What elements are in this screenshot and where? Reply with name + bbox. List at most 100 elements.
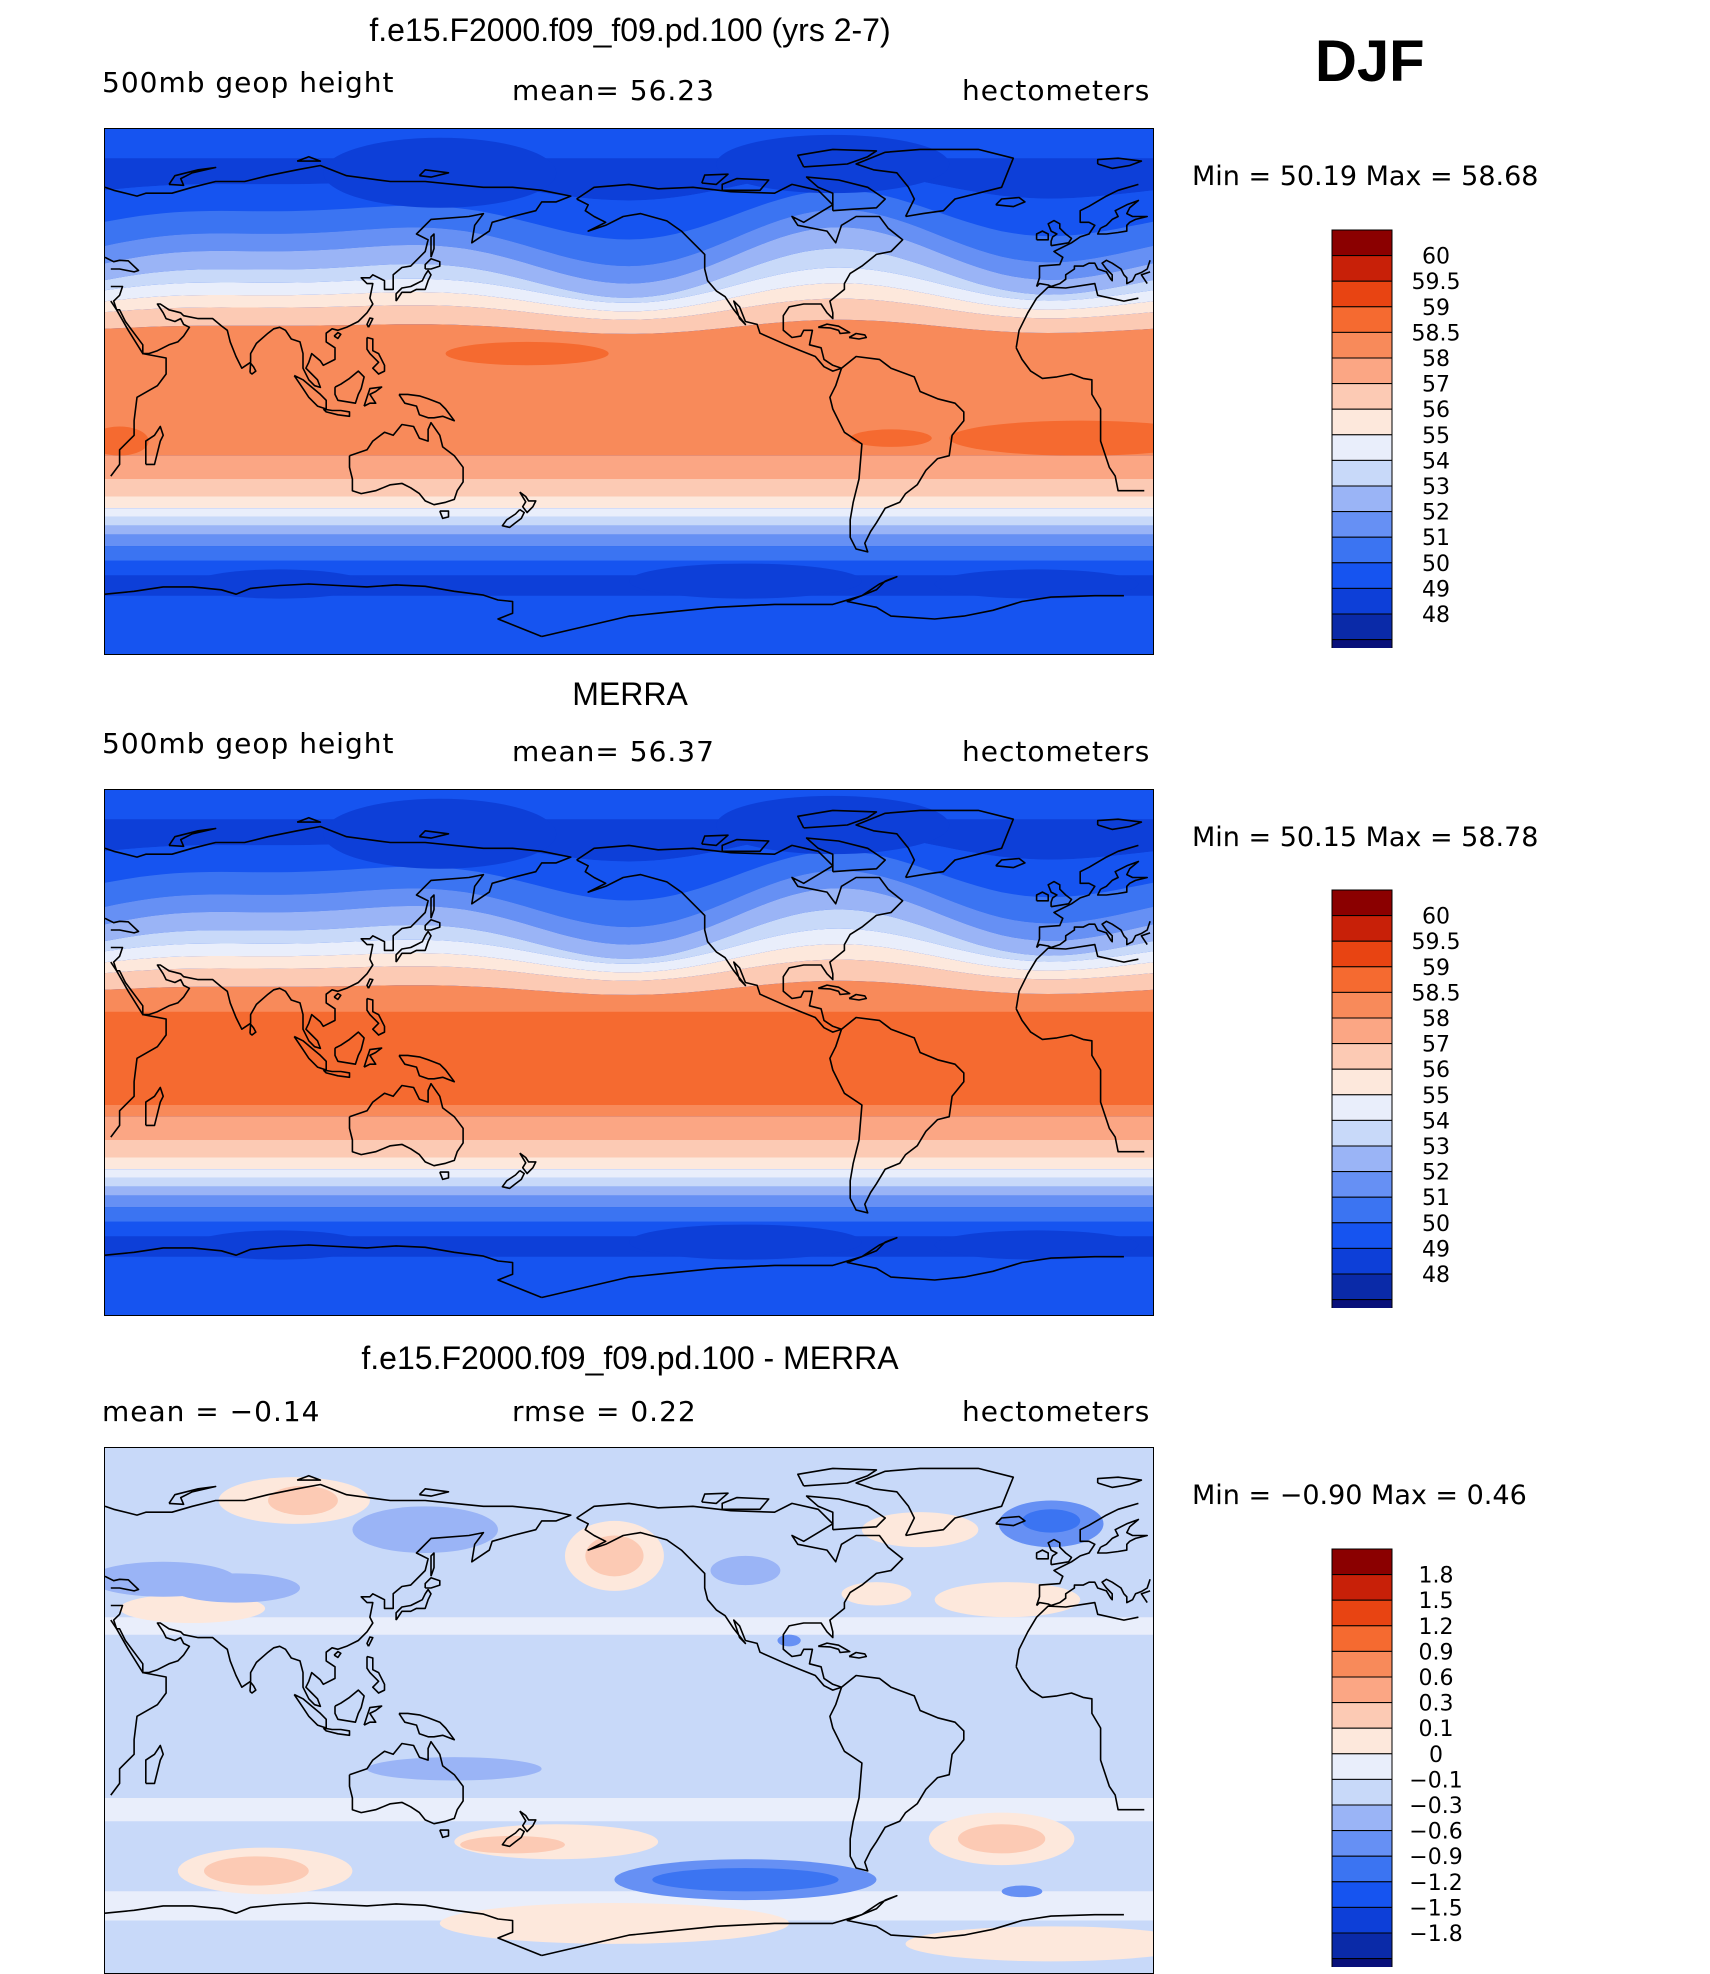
contour-blob xyxy=(323,798,557,869)
legend-swatch xyxy=(1331,1804,1393,1832)
contour-band xyxy=(105,209,1153,284)
coastline xyxy=(333,1650,342,1659)
legend-swatch xyxy=(1331,1753,1393,1780)
legend-swatch xyxy=(1331,331,1393,359)
coastline xyxy=(1035,891,1049,902)
contour-blob xyxy=(861,1512,979,1548)
contour-blob xyxy=(652,1868,839,1892)
coastline xyxy=(721,838,770,853)
coastline xyxy=(322,408,351,418)
contour-blob xyxy=(850,429,932,447)
legend-label: −1.8 xyxy=(1409,1922,1462,1947)
coastline xyxy=(439,1829,450,1839)
contour-band xyxy=(105,267,1153,312)
panel-title-model: f.e15.F2000.f09_f09.pd.100 (yrs 2-7) xyxy=(369,12,891,48)
legend-swatch xyxy=(1331,1273,1393,1301)
legend-swatch xyxy=(1331,915,1393,942)
legend-label: 55 xyxy=(1422,1084,1450,1109)
contour-band xyxy=(105,546,1153,561)
coastline xyxy=(105,1902,542,1957)
coastline xyxy=(366,997,386,1036)
legend-swatch xyxy=(1331,485,1393,513)
coastline xyxy=(701,834,729,847)
coastline xyxy=(395,269,432,302)
contour-band xyxy=(105,508,1153,517)
coastline xyxy=(424,258,441,270)
contour-band xyxy=(105,248,1153,303)
contour-blob xyxy=(934,1230,1139,1260)
panel-left-label-model: 500mb geop height xyxy=(102,66,395,99)
coastline xyxy=(1015,1601,1139,1667)
legend-label: 53 xyxy=(1422,1135,1450,1160)
legend-label: 60 xyxy=(1422,245,1450,270)
legend-label: 48 xyxy=(1422,1263,1450,1288)
contour-map-diff xyxy=(105,1448,1153,1973)
coastline xyxy=(1096,1518,1148,1554)
map-panel-merra xyxy=(104,789,1154,1316)
coastline xyxy=(348,1740,464,1825)
contour-blob xyxy=(352,1506,498,1553)
coastline xyxy=(1096,860,1148,896)
coastline xyxy=(855,809,1015,879)
legend-label: 49 xyxy=(1422,1237,1450,1262)
coastline xyxy=(363,1047,383,1068)
coastline xyxy=(105,917,140,934)
contour-band xyxy=(105,560,1153,576)
coastline xyxy=(817,323,851,335)
band-near-zero xyxy=(105,1798,1153,1822)
coastline xyxy=(797,148,878,168)
contour-blob xyxy=(841,1582,912,1606)
contour-band xyxy=(105,525,1153,535)
coastline xyxy=(366,336,386,375)
coastline xyxy=(333,992,342,1001)
legend-swatch xyxy=(1331,1778,1393,1806)
legend-swatch xyxy=(1331,1043,1393,1070)
panel-units-label-model: hectometers xyxy=(962,74,1151,107)
coastline xyxy=(805,176,886,212)
coastline xyxy=(249,1681,257,1694)
coastline xyxy=(110,961,167,1138)
min-max-model: Min = 50.19 Max = 58.68 xyxy=(1192,161,1539,192)
contour-blob xyxy=(1001,1885,1043,1898)
contour-blob xyxy=(445,341,609,366)
legend-swatch xyxy=(1331,587,1393,615)
legend-swatch xyxy=(1331,1222,1393,1249)
coastline xyxy=(293,1693,327,1729)
legend-swatch xyxy=(1331,434,1393,461)
contour-map-merra xyxy=(105,790,1153,1315)
panel-mean-label-merra: mean= 56.37 xyxy=(512,735,715,768)
panel-units-label-merra: hectometers xyxy=(962,735,1151,768)
contour-band xyxy=(105,944,1153,981)
coastline xyxy=(1015,1666,1145,1811)
legend-swatch xyxy=(1331,966,1393,993)
contour-band xyxy=(105,516,1153,526)
coastline xyxy=(366,317,374,328)
contour-band xyxy=(105,1157,1153,1170)
coastline xyxy=(848,993,868,1001)
legend-swatch xyxy=(1331,1727,1393,1755)
coastline xyxy=(333,331,342,340)
coastline xyxy=(1096,1476,1143,1489)
coastline xyxy=(418,830,450,839)
legend-label: 0.6 xyxy=(1419,1666,1454,1691)
contour-blob xyxy=(367,1757,542,1781)
coastline xyxy=(424,919,441,931)
contour-band xyxy=(105,1186,1153,1196)
legend-swatch xyxy=(1331,1196,1393,1224)
contour-band xyxy=(105,496,1153,509)
coastline xyxy=(1140,1590,1151,1604)
legend-swatch xyxy=(1331,229,1393,257)
legend-swatch xyxy=(1331,536,1393,564)
coastlines xyxy=(105,148,1151,638)
coastline xyxy=(501,508,525,529)
contour-blob xyxy=(629,1224,862,1260)
coastline xyxy=(576,183,904,372)
coastline xyxy=(1035,1502,1139,1606)
coastline xyxy=(1015,347,1145,492)
contour-blob xyxy=(192,569,367,599)
coastline xyxy=(805,1495,886,1531)
legend-swatch xyxy=(1331,1548,1393,1576)
season-label: DJF xyxy=(1315,29,1425,94)
coastline xyxy=(1035,1549,1049,1560)
